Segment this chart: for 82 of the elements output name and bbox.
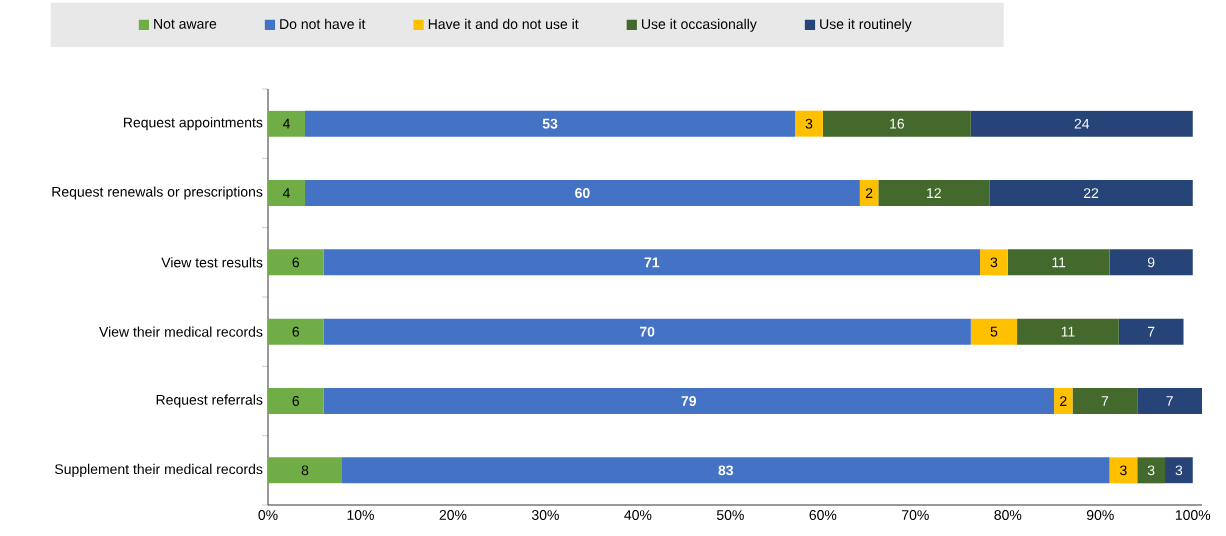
data-label: 11 [1052, 257, 1066, 268]
bar [970, 318, 1018, 345]
data-label: 6 [292, 396, 300, 406]
legend-label: Use it occasionally [641, 18, 757, 32]
bar [1109, 457, 1138, 484]
bar [304, 180, 860, 206]
legend-label: Not aware [154, 19, 217, 29]
x-tick-label: 20% [439, 510, 467, 520]
bar [1118, 318, 1184, 345]
bar [268, 388, 324, 415]
bar [989, 180, 1193, 206]
x-tick-label: 100% [1175, 510, 1211, 520]
data-label: 83 [718, 465, 734, 476]
data-label: 6 [292, 326, 300, 337]
bar [822, 110, 971, 137]
bar [323, 318, 971, 345]
bar [1137, 388, 1203, 415]
data-label: 16 [890, 118, 904, 129]
data-label: 12 [927, 188, 941, 198]
y-tick-label: Request renewals or prescriptions [52, 186, 263, 200]
bar [1072, 388, 1138, 415]
data-label: 2 [1060, 396, 1067, 406]
y-tick-label: View their medical records [99, 326, 263, 337]
x-tick-label: 10% [347, 510, 374, 520]
bar [323, 249, 981, 276]
data-label: 7 [1101, 396, 1109, 406]
data-label: 71 [644, 257, 660, 268]
bar [970, 110, 1193, 137]
bar [795, 110, 823, 137]
data-label: 4 [282, 188, 290, 198]
bar [268, 318, 324, 345]
data-label: 53 [542, 118, 558, 129]
x-tick-label: 0% [258, 510, 278, 520]
y-tick-label: Supplement their medical records [55, 463, 263, 477]
y-tick-label: Request appointments [124, 117, 263, 131]
x-tick-label: 50% [716, 510, 744, 520]
data-label: 6 [292, 257, 300, 268]
y-tick-label: Request referrals [156, 394, 263, 408]
data-label: 9 [1147, 257, 1155, 268]
bar [323, 388, 1055, 415]
bar [980, 249, 1008, 276]
data-label: 7 [1147, 326, 1155, 337]
bar [1109, 249, 1193, 276]
bar [268, 249, 324, 276]
x-tick-label: 80% [994, 510, 1022, 520]
x-tick-label: 90% [1086, 510, 1114, 520]
bar [1007, 249, 1110, 276]
data-label: 3 [805, 118, 813, 129]
data-label: 3 [1175, 465, 1183, 476]
y-tick-label: View test results [161, 257, 263, 268]
data-label: 24 [1074, 118, 1090, 129]
bar [268, 110, 305, 137]
data-label: 7 [1166, 396, 1173, 406]
x-tick-label: 60% [809, 510, 837, 520]
x-tick-label: 70% [902, 510, 929, 520]
bar [268, 457, 342, 484]
data-label: 3 [1120, 465, 1127, 476]
legend-label: Have it and do not use it [428, 18, 579, 30]
bar [268, 180, 305, 206]
x-tick-label: 30% [531, 510, 559, 520]
data-label: 8 [301, 465, 309, 476]
data-label: 22 [1083, 188, 1099, 198]
bar [859, 180, 879, 206]
bar [1165, 457, 1193, 484]
bar [1054, 388, 1073, 415]
legend-label: Do not have it [280, 18, 366, 30]
data-label: 79 [681, 396, 697, 406]
legend-label: Use it routinely [820, 18, 912, 32]
bar [878, 180, 990, 206]
bar [341, 457, 1110, 484]
data-label: 5 [990, 326, 998, 337]
data-label: 4 [282, 118, 290, 129]
data-label: 2 [865, 188, 873, 198]
data-label: 11 [1061, 326, 1075, 337]
data-label: 70 [639, 326, 655, 337]
data-label: 3 [990, 257, 998, 268]
x-tick-label: 40% [624, 510, 652, 520]
bar [304, 110, 796, 137]
data-label: 60 [575, 188, 590, 198]
bar [1137, 457, 1166, 484]
data-label: 3 [1147, 465, 1155, 476]
bar [1017, 318, 1119, 345]
